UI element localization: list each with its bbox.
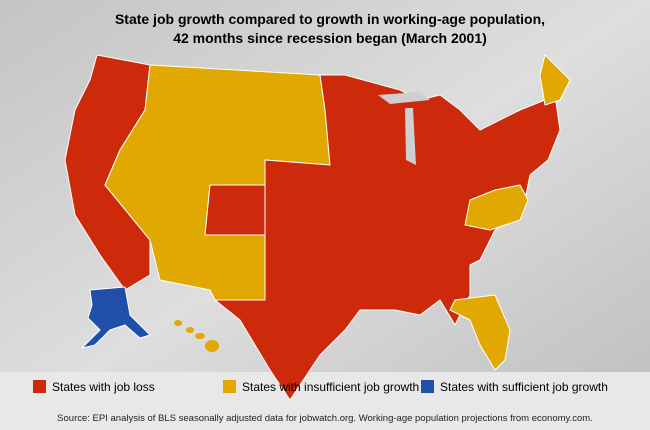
region-alaska [81,286,151,349]
us-map [64,54,571,401]
legend-swatch [421,380,434,393]
region-florida [449,294,511,371]
legend-label: States with sufficient job growth [440,380,608,394]
footer-band [0,372,650,430]
legend-label: States with job loss [52,380,155,394]
legend-label: States with insufficient job growth [242,380,419,394]
region-mid-atlantic [464,184,529,231]
island [186,327,194,333]
region-hawaii [174,320,219,352]
legend-swatch [33,380,46,393]
region-central-east [214,74,561,401]
region-colorado [204,184,266,236]
legend-swatch [223,380,236,393]
region-maine [539,54,571,106]
legend: States with job loss States with insuffi… [33,380,608,394]
lake [378,92,430,104]
island [195,333,205,339]
island [174,320,182,326]
title-line: 42 months since recession began (March 2… [173,30,487,46]
source-note: Source: EPI analysis of BLS seasonally a… [57,413,593,424]
lake [405,108,416,165]
title-line: State job growth compared to growth in w… [115,11,545,27]
island [205,340,219,352]
